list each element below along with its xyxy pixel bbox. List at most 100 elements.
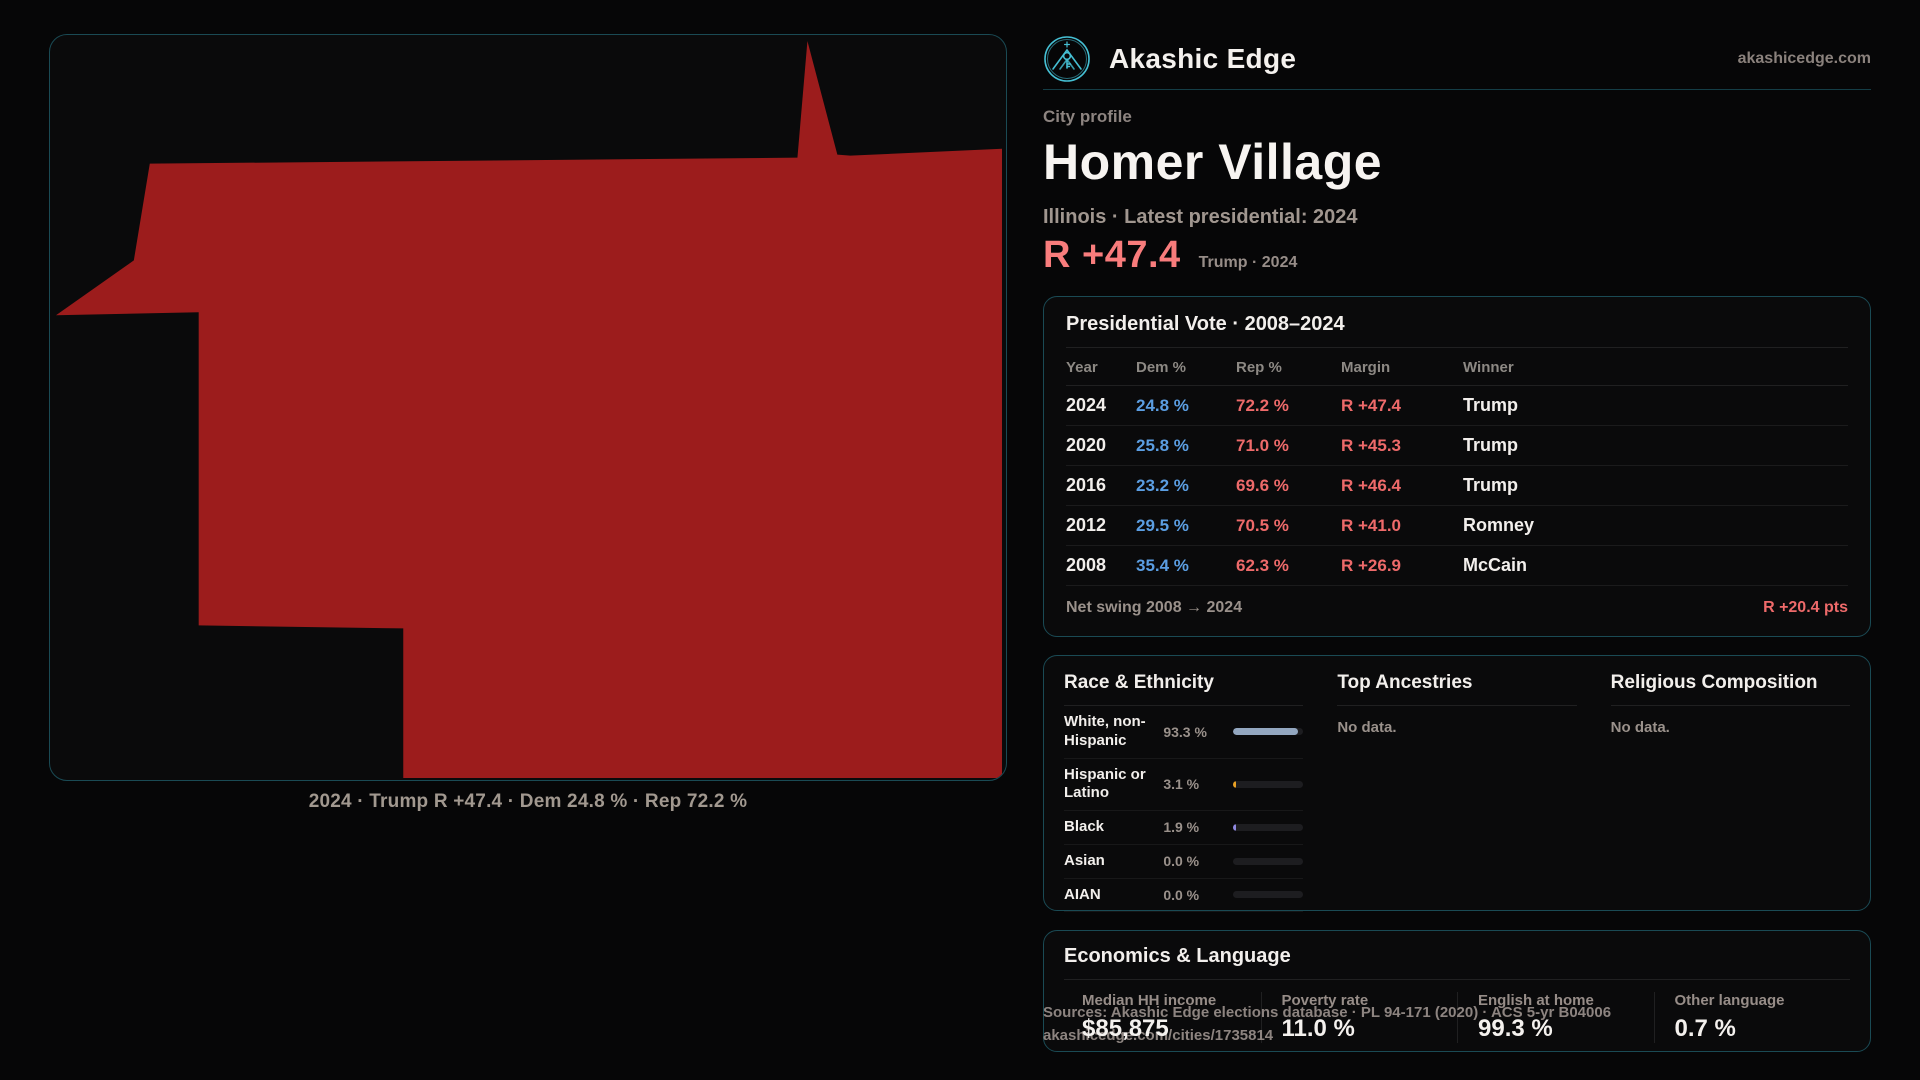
race-bar <box>1233 780 1304 788</box>
page-footer: Sources: Akashic Edge elections database… <box>1043 1001 1611 1048</box>
stat-label: Poverty rate <box>1281 992 1369 1009</box>
col-dem: Dem % <box>1136 348 1236 386</box>
vote-table-header-row: Year Dem % Rep % Margin Winner <box>1066 348 1848 386</box>
race-value: 3.1 % <box>1163 776 1200 793</box>
city-boundary-map <box>49 34 1007 781</box>
vote-cell-margin: R +41.0 <box>1341 505 1463 546</box>
vote-cell-year: 2020 <box>1066 425 1136 466</box>
page-title: Homer Village <box>1043 134 1383 190</box>
vote-cell-winner: Trump <box>1463 465 1848 506</box>
vote-table-row: 2016 23.2 % 69.6 % R +46.4 Trump <box>1066 465 1848 506</box>
vote-cell-margin: R +26.9 <box>1341 545 1463 586</box>
city-shape-polygon <box>55 40 1003 779</box>
race-bar-fill <box>1233 728 1299 736</box>
site-domain-link[interactable]: akashicedge.com <box>1737 49 1871 67</box>
stat-cell: Poverty rate 11.0 % <box>1260 992 1458 1043</box>
footer-permalink[interactable]: akashicedge.com/cities/1735814 <box>1043 1027 1274 1045</box>
vote-panel-heading: Presidential Vote · 2008–2024 <box>1066 313 1848 348</box>
race-bar-fill <box>1233 823 1237 831</box>
vote-cell-year: 2016 <box>1066 465 1136 506</box>
stat-label: English at home <box>1478 992 1594 1009</box>
vote-table-row: 2008 35.4 % 62.3 % R +26.9 McCain <box>1066 545 1848 586</box>
race-bar <box>1233 891 1304 899</box>
vote-cell-dem: 35.4 % <box>1136 545 1236 586</box>
page-subtitle: Illinois · Latest presidential: 2024 <box>1043 206 1358 228</box>
top-ancestries-section: Top Ancestries No data. <box>1337 672 1577 912</box>
vote-cell-winner: Romney <box>1463 505 1848 546</box>
demographics-panel: Race & Ethnicity White, non-Hispanic 93.3… <box>1043 655 1871 913</box>
religion-section: Religious Composition No data. <box>1610 672 1850 912</box>
stat-cell: Other language 0.7 % <box>1653 992 1851 1043</box>
net-swing-row: Net swing 2008 → 2024 R +20.4 pts <box>1066 586 1848 617</box>
stat-label: Median HH income <box>1082 992 1217 1009</box>
map-caption: 2024 · Trump R +47.4 · Dem 24.8 % · Rep … <box>308 791 748 812</box>
stat-cell: Median HH income $85,875 <box>1064 992 1261 1043</box>
col-year: Year <box>1066 348 1136 386</box>
vote-cell-rep: 69.6 % <box>1236 465 1341 506</box>
religion-heading: Religious Composition <box>1610 672 1850 706</box>
stat-label: Other language <box>1674 992 1785 1009</box>
net-swing-label: Net swing 2008 → 2024 <box>1066 599 1243 616</box>
race-bar <box>1233 823 1304 831</box>
vote-cell-year: 2008 <box>1066 545 1136 586</box>
vote-table-row: 2012 29.5 % 70.5 % R +41.0 Romney <box>1066 505 1848 546</box>
vote-cell-dem: 29.5 % <box>1136 505 1236 546</box>
economics-panel: Economics & Language Median HH income $85… <box>1043 930 1871 1052</box>
vote-table-row: 2020 25.8 % 71.0 % R +45.3 Trump <box>1066 425 1848 466</box>
presidential-vote-panel: Presidential Vote · 2008–2024 Year Dem %… <box>1043 296 1871 637</box>
race-label: Hispanic or Latino <box>1064 765 1146 802</box>
vote-cell-winner: Trump <box>1463 385 1848 426</box>
race-value: 0.0 % <box>1163 886 1200 903</box>
headline-margin: R +47.4 Trump · 2024 <box>1043 234 1297 277</box>
vote-cell-dem: 25.8 % <box>1136 425 1236 466</box>
race-label: White, non-Hispanic <box>1064 713 1146 749</box>
vote-cell-dem: 23.2 % <box>1136 465 1236 506</box>
race-row: AIAN 0.0 % <box>1064 879 1304 913</box>
race-bar <box>1233 728 1304 736</box>
col-margin: Margin <box>1341 348 1463 386</box>
race-row: Hispanic or Latino 3.1 % <box>1064 759 1304 811</box>
stat-value: 99.3 % <box>1478 1015 1553 1042</box>
vote-cell-margin: R +45.3 <box>1341 425 1463 466</box>
vote-cell-margin: R +47.4 <box>1341 385 1463 426</box>
race-value: 1.9 % <box>1163 819 1200 836</box>
brand-title: Akashic Edge <box>1109 42 1297 74</box>
economics-heading: Economics & Language <box>1064 945 1850 980</box>
vote-table: Year Dem % Rep % Margin Winner 2024 24.8 … <box>1066 348 1848 586</box>
site-header: Akashic Edge akashicedge.com <box>1043 28 1871 90</box>
race-bar-fill <box>1233 780 1237 788</box>
race-row: White, non-Hispanic 93.3 % <box>1064 706 1304 759</box>
stat-value: $85,875 <box>1082 1015 1169 1042</box>
map-canvas <box>55 40 1003 779</box>
col-rep: Rep % <box>1236 348 1341 386</box>
race-label: Asian <box>1064 851 1105 869</box>
vote-cell-year: 2012 <box>1066 505 1136 546</box>
vote-cell-year: 2024 <box>1066 385 1136 426</box>
race-value: 93.3 % <box>1163 723 1207 740</box>
vote-cell-rep: 62.3 % <box>1236 545 1341 586</box>
akashic-edge-logo-icon <box>1044 35 1090 82</box>
net-swing-value: R +20.4 pts <box>1763 599 1848 616</box>
stat-value: 0.7 % <box>1674 1015 1736 1042</box>
race-label: AIAN <box>1064 885 1101 903</box>
headline-margin-value: R +47.4 <box>1043 234 1181 276</box>
vote-cell-winner: McCain <box>1463 545 1848 586</box>
vote-cell-rep: 70.5 % <box>1236 505 1341 546</box>
footer-sources: Sources: Akashic Edge elections database… <box>1043 1004 1612 1021</box>
stat-cell: English at home 99.3 % <box>1457 992 1654 1043</box>
race-heading: Race & Ethnicity <box>1064 672 1304 706</box>
stat-value: 11.0 % <box>1281 1015 1355 1042</box>
race-label: Black <box>1064 818 1105 835</box>
vote-cell-margin: R +46.4 <box>1341 465 1463 506</box>
race-ethnicity-section: Race & Ethnicity White, non-Hispanic 93.3… <box>1064 672 1304 913</box>
vote-cell-dem: 24.8 % <box>1136 385 1236 426</box>
race-row: Black 1.9 % <box>1064 811 1304 845</box>
ancestries-empty-state: No data. <box>1337 719 1397 736</box>
ancestries-heading: Top Ancestries <box>1337 672 1577 706</box>
race-value: 0.0 % <box>1163 853 1200 870</box>
vote-table-row: 2024 24.8 % 72.2 % R +47.4 Trump <box>1066 385 1848 426</box>
vote-cell-rep: 71.0 % <box>1236 425 1341 466</box>
race-bar <box>1233 857 1304 865</box>
col-winner: Winner <box>1463 348 1848 386</box>
vote-cell-winner: Trump <box>1463 425 1848 466</box>
